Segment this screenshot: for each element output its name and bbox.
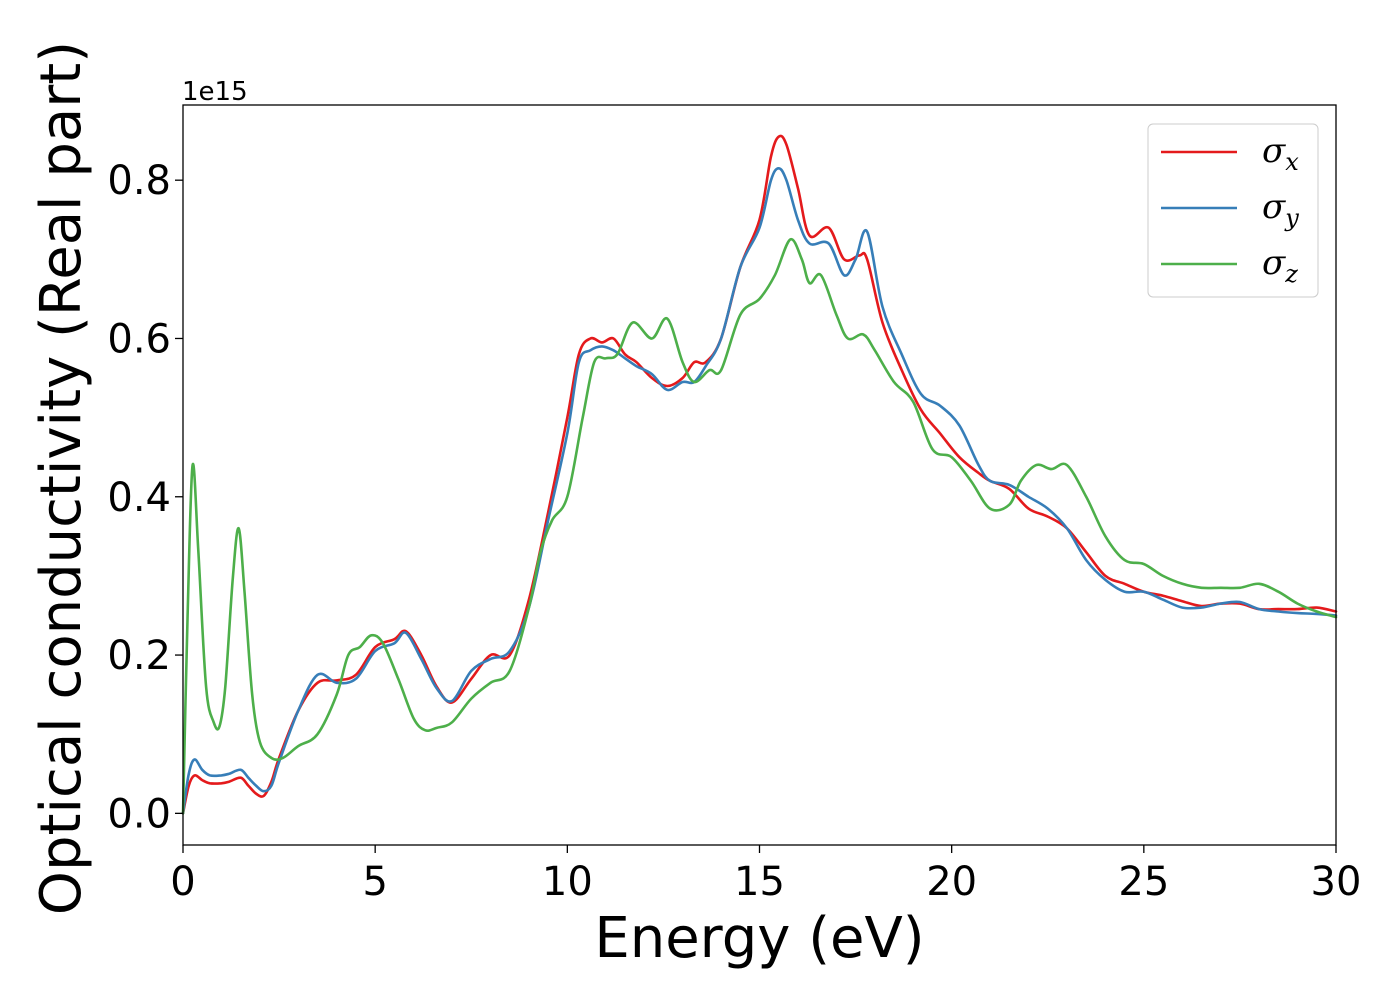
series-line-z <box>181 238 1338 815</box>
legend-box <box>1147 123 1319 298</box>
x-tick-label: 5 <box>362 859 387 905</box>
x-tick-label: 0 <box>170 859 195 905</box>
x-tick-label: 10 <box>542 859 593 905</box>
y-tick-label: 0.0 <box>107 791 171 837</box>
x-tick-label: 20 <box>926 859 977 905</box>
y-axis-title: Optical conductivity (Real part) <box>29 41 94 915</box>
x-tick-label: 25 <box>1118 859 1169 905</box>
y-tick-label: 0.6 <box>107 316 171 362</box>
x-tick-label: 30 <box>1311 859 1362 905</box>
y-axis-ticks: 0.0 0.2 0.4 0.6 0.8 <box>107 158 183 837</box>
series-layer <box>181 134 1338 815</box>
y-tick-label: 0.4 <box>107 475 171 521</box>
x-axis-title: Energy (eV) <box>594 906 924 971</box>
y-tick-label: 0.8 <box>107 158 171 204</box>
y-offset-label: 1e15 <box>182 77 248 107</box>
x-tick-label: 15 <box>734 859 785 905</box>
x-axis-ticks: 0 5 10 15 20 25 30 <box>170 845 1361 905</box>
y-tick-label: 0.2 <box>107 633 171 679</box>
